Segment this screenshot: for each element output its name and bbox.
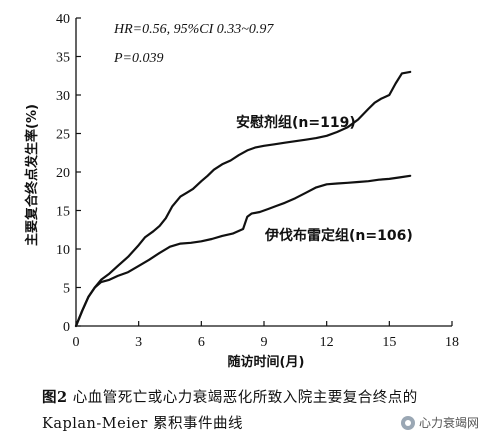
series-layer: [74, 70, 412, 328]
series-line-ivabradine: [74, 174, 412, 328]
x-tick-label: 12: [320, 335, 334, 350]
figure-caption: 图2 心血管死亡或心力衰竭恶化所致入院主要复合终点的 Kaplan-Meier …: [42, 385, 482, 437]
watermark: 心力衰竭网: [400, 414, 479, 431]
hazard-ratio-annotation: HR=0.56, 95%CI 0.33~0.97: [113, 22, 274, 37]
x-tick-label: 6: [198, 335, 205, 350]
p-value-annotation: P=0.039: [113, 51, 164, 66]
watermark-text: 心力衰竭网: [418, 416, 479, 430]
y-axis-title: 主要复合终点发生率(%): [24, 104, 40, 246]
x-tick-label: 0: [73, 335, 80, 350]
y-tick-label: 30: [56, 89, 70, 104]
chart: 0 5 10 15 20 25 30 35 40 0 3 6 9 12 15 18 HR=0.56, 95%C…: [24, 12, 459, 370]
series-label-ivabradine: 伊伐布雷定组(n=106): [264, 227, 413, 244]
x-tick-label: 15: [382, 335, 396, 350]
y-tick-label: 10: [56, 243, 70, 258]
x-tick-label: 3: [135, 335, 142, 350]
x-tick-label: 18: [445, 335, 459, 350]
series-line-placebo: [74, 70, 412, 328]
figure-number: 图2: [42, 389, 68, 406]
y-tick-label: 25: [56, 128, 70, 143]
watermark-icon: [400, 415, 415, 430]
axes: 0 5 10 15 20 25 30 35 40 0 3 6 9 12 15 18: [56, 12, 459, 350]
y-tick-label: 15: [56, 205, 70, 220]
y-tick-label: 0: [63, 320, 70, 335]
y-tick-label: 35: [56, 51, 70, 66]
x-tick-label: 9: [261, 335, 268, 350]
y-tick-label: 5: [63, 282, 70, 297]
y-tick-label: 20: [56, 166, 70, 181]
figure-caption-text: 心血管死亡或心力衰竭恶化所致入院主要复合终点的 Kaplan-Meier 累积事…: [42, 390, 418, 432]
series-label-placebo: 安慰剂组(n=119): [236, 114, 356, 131]
x-axis-title: 随访时间(月): [228, 354, 305, 370]
y-tick-label: 40: [56, 12, 70, 27]
